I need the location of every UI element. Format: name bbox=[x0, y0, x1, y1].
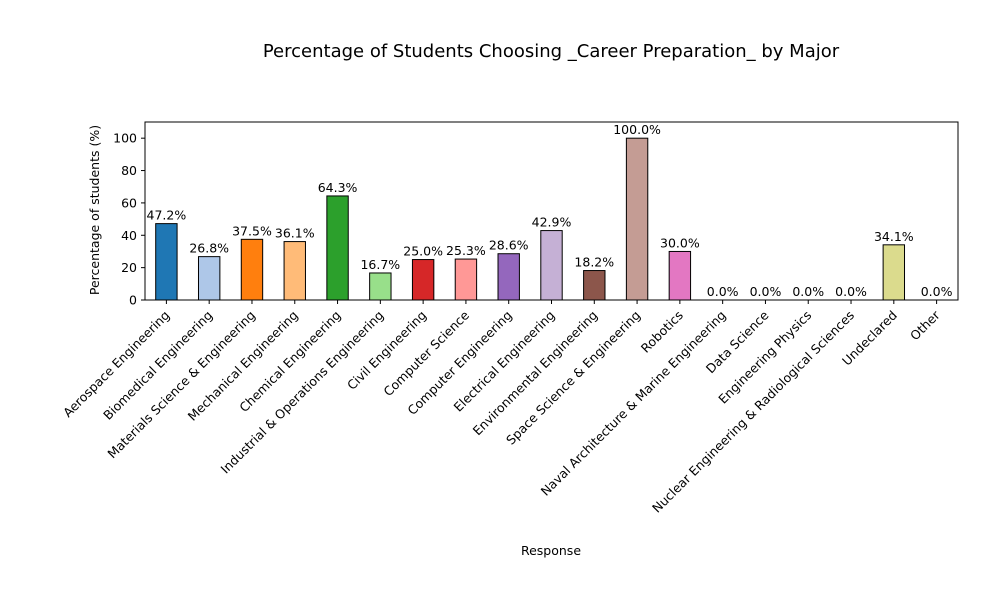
bar-value-label: 34.1% bbox=[874, 229, 914, 244]
bar-value-label: 26.8% bbox=[189, 241, 229, 256]
y-tick-label: 40 bbox=[121, 228, 137, 243]
bars bbox=[155, 137, 906, 301]
bar-value-label: 30.0% bbox=[660, 235, 700, 250]
y-tick-label: 100 bbox=[113, 131, 137, 146]
bar bbox=[583, 270, 606, 301]
y-axis: 0 20 40 60 80 100 bbox=[113, 131, 145, 308]
bar-value-label: 0.0% bbox=[921, 284, 953, 299]
bar-value-label: 0.0% bbox=[835, 284, 867, 299]
bar-value-label: 0.0% bbox=[707, 284, 739, 299]
bar bbox=[625, 137, 649, 301]
bar-value-label: 47.2% bbox=[147, 208, 187, 223]
bar-value-label: 25.3% bbox=[446, 243, 486, 258]
x-tick-label: Civil Engineering bbox=[344, 308, 429, 393]
bar bbox=[454, 258, 478, 301]
bar bbox=[668, 250, 692, 301]
bar bbox=[369, 272, 392, 301]
x-axis-title: Response bbox=[521, 543, 581, 558]
bar-value-label: 100.0% bbox=[613, 122, 661, 137]
bar-value-label: 25.0% bbox=[403, 244, 443, 259]
x-tick-label: Other bbox=[907, 307, 943, 343]
bar bbox=[540, 230, 563, 301]
bar-value-label: 28.6% bbox=[489, 238, 529, 253]
bar bbox=[155, 223, 178, 301]
x-tick-label: Nuclear Engineering & Radiological Scien… bbox=[649, 308, 857, 516]
y-tick-label: 60 bbox=[121, 195, 137, 210]
bar bbox=[326, 195, 349, 301]
y-tick-label: 0 bbox=[129, 293, 137, 308]
bar bbox=[197, 256, 221, 301]
chart-title: Percentage of Students Choosing _Career … bbox=[263, 41, 840, 62]
bar bbox=[240, 238, 264, 301]
bar bbox=[283, 241, 306, 301]
bar-value-label: 37.5% bbox=[232, 223, 272, 238]
bar bbox=[882, 244, 906, 301]
y-axis-title: Percentage of students (%) bbox=[87, 125, 102, 295]
bar bbox=[411, 259, 435, 301]
bar-value-label: 42.9% bbox=[532, 215, 572, 230]
y-tick-label: 20 bbox=[121, 260, 137, 275]
bar-value-label: 16.7% bbox=[360, 257, 400, 272]
bar-value-label: 0.0% bbox=[750, 284, 782, 299]
bar-value-label: 64.3% bbox=[318, 180, 358, 195]
bar-value-label: 18.2% bbox=[574, 255, 614, 270]
y-tick-label: 80 bbox=[121, 163, 137, 178]
bar-value-label: 36.1% bbox=[275, 226, 315, 241]
bar-value-label: 0.0% bbox=[792, 284, 824, 299]
bar-value-labels: 47.2% 26.8%37.5% 36.1% 64.3% 16.7%25.0% 25.3%… bbox=[147, 122, 953, 299]
bar bbox=[497, 253, 520, 301]
